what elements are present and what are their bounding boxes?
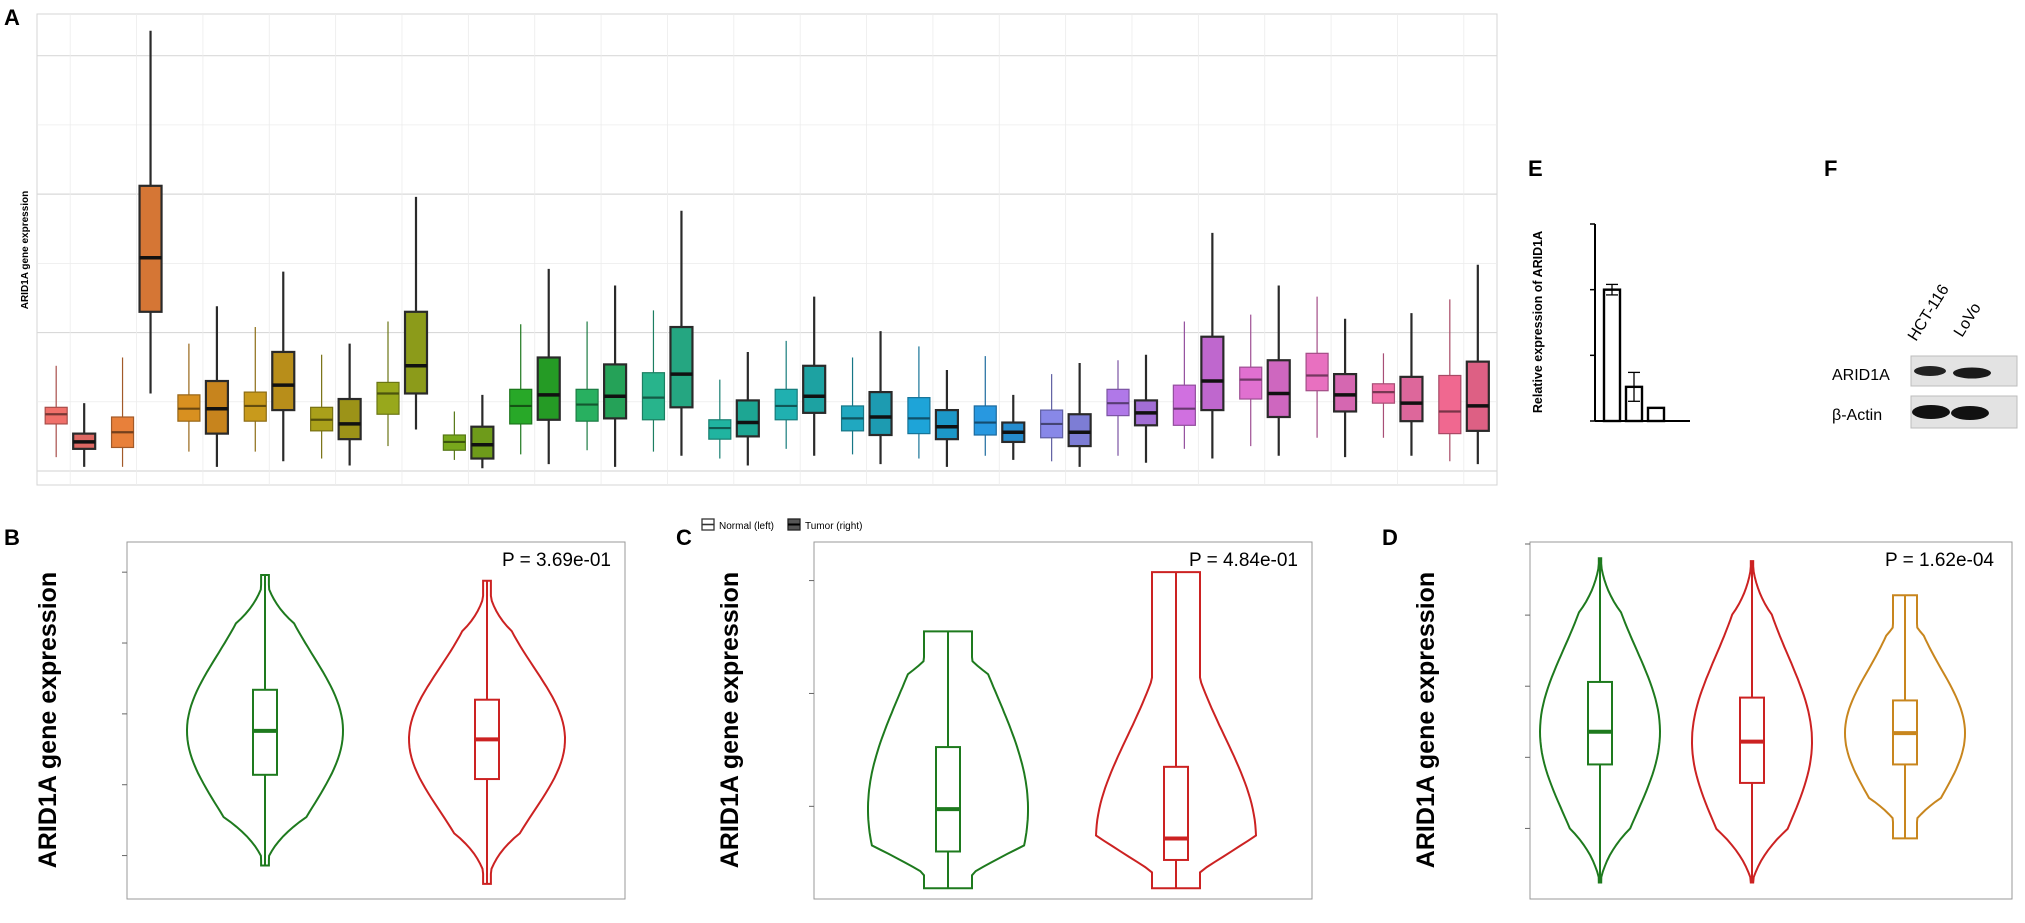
- a-ovary-tumor-box: [669, 325, 694, 409]
- a-adrenal-normal-box: [44, 406, 68, 425]
- a-re-pa-tumor-box: [1067, 413, 1092, 448]
- blot-lane-label-hct116: HCT-116: [1905, 282, 1953, 344]
- a-lung-ac-tumor-box: [536, 356, 561, 421]
- a-pancr-tumor-box: [735, 399, 760, 438]
- a-testis-tumor-box: [1266, 359, 1291, 419]
- a-ut-ec-normal-box: [1438, 374, 1462, 435]
- panel-c-violin: ARID1A gene expression P = 4.84e-01: [716, 541, 1313, 900]
- panel-b-violins: [185, 574, 567, 885]
- a-renal-cc-normal-box: [907, 397, 931, 435]
- panel-d-y-ticks: [1525, 543, 1530, 829]
- panel-b-y-ticks: [122, 571, 127, 857]
- blot-lane-label-lovo: LoVo: [1951, 300, 1985, 340]
- panel-e-y-label: Relative expression of ARID1A: [1531, 231, 1545, 413]
- panel-a-legend: Normal (left) Tumor (right): [701, 518, 862, 532]
- a-esoph-tumor-box: [403, 310, 429, 395]
- panel-c-violins: [867, 571, 1258, 890]
- a-uterus-cs-tumor-box: [1399, 375, 1424, 423]
- panel-label-c: C: [676, 525, 692, 550]
- panel-c-frame: [813, 541, 1313, 900]
- blot-band-actin-hct116: [1912, 405, 1950, 419]
- panel-b-violin: ARID1A gene expression P = 3.69e-01: [34, 541, 626, 900]
- panel-label-b: B: [4, 525, 20, 550]
- a-renal-cc-tumor-box: [934, 408, 960, 441]
- legend-tumor-label: Tumor (right): [805, 521, 862, 532]
- a-prosta-tumor-box: [802, 364, 827, 414]
- e-bar-hcoepic: [1602, 288, 1622, 423]
- a-uterus-cs-normal-box: [1371, 383, 1396, 404]
- panel-c-pvalue: P = 4.84e-01: [1189, 550, 1298, 571]
- blot-row-label-actin: β-Actin: [1832, 407, 1882, 424]
- panel-d-violins: [1538, 557, 1967, 884]
- panel-d-violin: ARID1A gene expression P = 1.62e-04: [1412, 541, 2013, 900]
- d-normal-violin: [1538, 557, 1662, 884]
- panel-f-western-blot: HCT-116 LoVo ARID1A β-Actin: [1832, 282, 2018, 429]
- panel-b-frame: [126, 541, 626, 900]
- panel-c-y-label: ARID1A gene expression: [716, 572, 744, 868]
- panel-a-gridlines: [37, 14, 1497, 485]
- a-colon-tumor-box: [337, 397, 362, 441]
- panel-c-y-ticks: [809, 580, 814, 807]
- blot-row-label-arid1a: ARID1A: [1832, 367, 1890, 384]
- a-aml-tumor-box: [138, 184, 163, 313]
- legend-normal-label: Normal (left): [719, 521, 774, 532]
- a-stomach-tumor-box: [1200, 335, 1225, 412]
- a-ovary-normal-box: [641, 372, 666, 421]
- panel-label-a: A: [4, 5, 20, 30]
- panel-b-y-label: ARID1A gene expression: [34, 572, 62, 868]
- a-re-ch-normal-box: [973, 405, 997, 436]
- panel-a-boxplot: ARID1A gene expression Normal (left) Tum…: [20, 13, 1498, 532]
- e-bar-hct-116: [1646, 406, 1666, 423]
- a-pancr-normal-box: [708, 419, 732, 440]
- blot-band-arid1a-lovo: [1953, 367, 1991, 379]
- blot-band-actin-lovo: [1951, 406, 1989, 420]
- a-thyroid-tumor-box: [1332, 372, 1358, 413]
- panel-e-bars: [1602, 283, 1666, 423]
- panel-label-d: D: [1382, 525, 1398, 550]
- panel-e-y-ticks: [1590, 223, 1595, 422]
- a-lung-sc-tumor-box: [602, 363, 628, 420]
- panel-d-y-label: ARID1A gene expression: [1412, 572, 1440, 868]
- c-normal-violin: [867, 630, 1029, 890]
- c-tumor-violin: [1094, 571, 1258, 890]
- b-normal-violin: [185, 574, 345, 867]
- a-esoph-normal-box: [376, 381, 400, 415]
- panel-e-bar: Relative expression of ARID1A: [1531, 223, 1690, 423]
- a-ut-ec-tumor-box: [1465, 360, 1490, 432]
- c-normal-box: [935, 746, 961, 853]
- panel-a-boxes: [44, 30, 1490, 469]
- a-thyroid-normal-box: [1305, 352, 1329, 392]
- d-normal-box: [1587, 680, 1613, 766]
- blot-band-arid1a-hct116: [1914, 366, 1946, 376]
- d-metastatic-violin: [1843, 594, 1967, 840]
- panel-label-f: F: [1824, 156, 1837, 181]
- c-tumor-box: [1163, 765, 1189, 861]
- panel-label-e: E: [1528, 156, 1543, 181]
- b-tumor-violin: [407, 579, 567, 885]
- a-testis-normal-box: [1239, 366, 1263, 400]
- d-tumor-violin: [1690, 560, 1814, 884]
- a-prosta-normal-box: [774, 388, 798, 421]
- panel-d-frame: [1529, 541, 2013, 900]
- a-stomach-normal-box: [1172, 384, 1196, 426]
- a-rectum-tumor-box: [868, 390, 893, 437]
- panel-b-pvalue: P = 3.69e-01: [502, 550, 611, 571]
- panel-a-y-label: ARID1A gene expression: [20, 191, 31, 310]
- a-liver-tumor-box: [470, 425, 495, 460]
- a-breast-tumor-box: [271, 350, 296, 412]
- panel-d-pvalue: P = 1.62e-04: [1885, 550, 1994, 571]
